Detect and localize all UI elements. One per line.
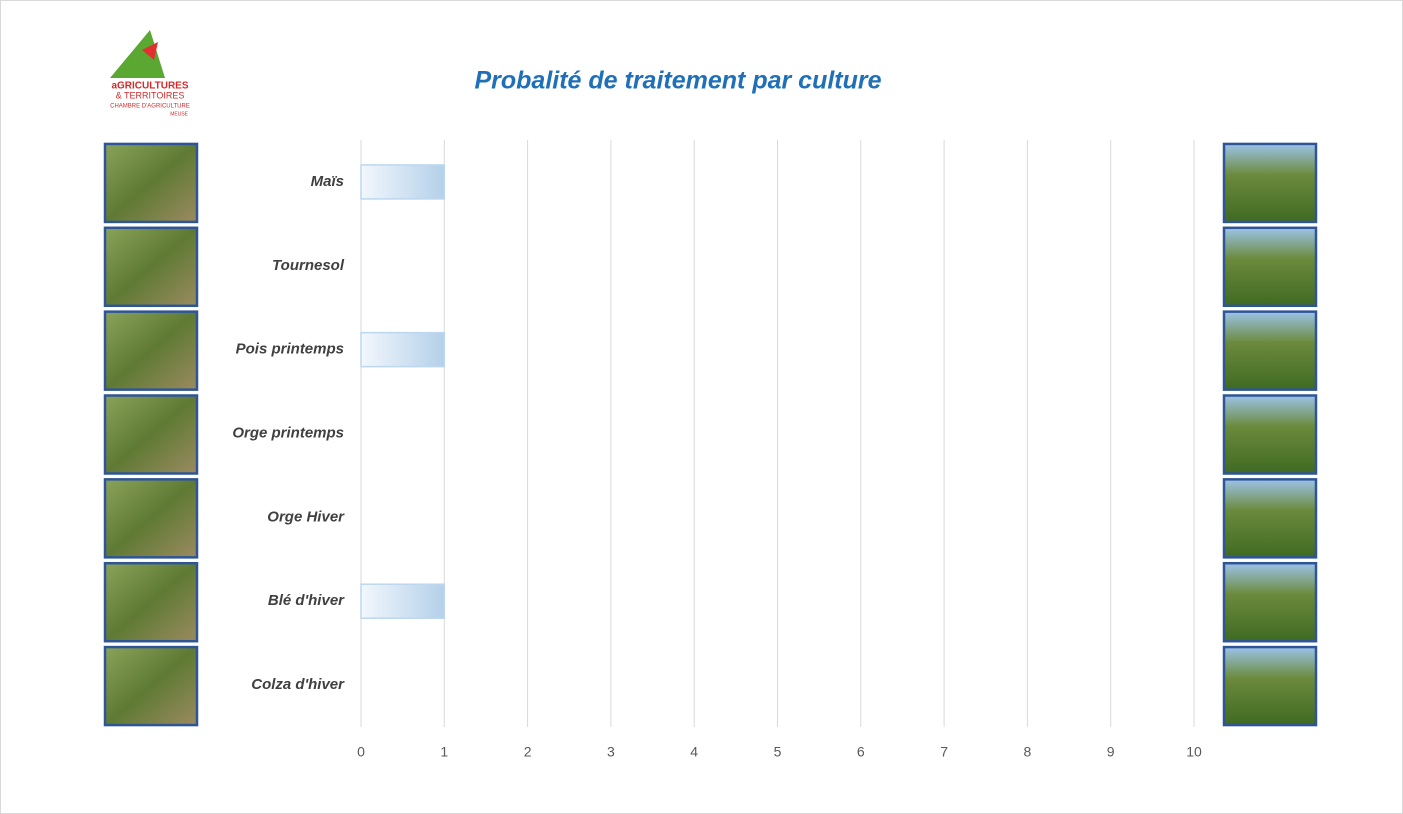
y-tick-label: Orge Hiver xyxy=(267,508,345,525)
x-tick-label: 0 xyxy=(357,744,365,760)
chart: aGRICULTURES & TERRITOIRES CHAMBRE D'AGR… xyxy=(0,0,1403,814)
crop-photo xyxy=(105,312,197,390)
logo-text: CHAMBRE D'AGRICULTURE xyxy=(110,104,190,110)
y-tick-label: Maïs xyxy=(311,173,344,190)
x-tick-label: 6 xyxy=(857,744,865,760)
crop-photo xyxy=(1224,396,1316,474)
logo-text: MEUSE xyxy=(170,111,188,117)
frame xyxy=(1,1,1403,814)
y-tick-label: Pois printemps xyxy=(236,341,344,358)
crop-photo xyxy=(105,647,197,725)
y-tick-label: Blé d'hiver xyxy=(268,592,345,609)
x-tick-label: 7 xyxy=(940,744,948,760)
crop-photo xyxy=(1224,479,1316,557)
page: aGRICULTURES & TERRITOIRES CHAMBRE D'AGR… xyxy=(0,0,1403,814)
y-tick-label: Tournesol xyxy=(272,257,345,274)
crop-photo xyxy=(1224,647,1316,725)
crop-photo xyxy=(105,144,197,222)
crop-photo xyxy=(105,396,197,474)
logo-text: & TERRITOIRES xyxy=(116,90,185,100)
x-tick-label: 4 xyxy=(690,744,698,760)
x-tick-label: 10 xyxy=(1186,744,1202,760)
crop-photo xyxy=(1224,228,1316,306)
crop-photo xyxy=(1224,312,1316,390)
crop-photo xyxy=(105,228,197,306)
x-tick-label: 1 xyxy=(440,744,448,760)
x-tick-label: 8 xyxy=(1024,744,1032,760)
x-tick-label: 9 xyxy=(1107,744,1115,760)
y-tick-label: Colza d'hiver xyxy=(251,676,345,693)
bar xyxy=(361,584,444,618)
crop-photo xyxy=(105,479,197,557)
x-tick-label: 2 xyxy=(524,744,532,760)
y-tick-label: Orge printemps xyxy=(232,424,344,441)
bar xyxy=(361,333,444,367)
x-tick-label: 3 xyxy=(607,744,615,760)
crop-photo xyxy=(1224,563,1316,641)
x-tick-label: 5 xyxy=(774,744,782,760)
chart-title: Probalité de traitement par culture xyxy=(474,67,881,95)
bar xyxy=(361,165,444,199)
crop-photo xyxy=(105,563,197,641)
crop-photo xyxy=(1224,144,1316,222)
